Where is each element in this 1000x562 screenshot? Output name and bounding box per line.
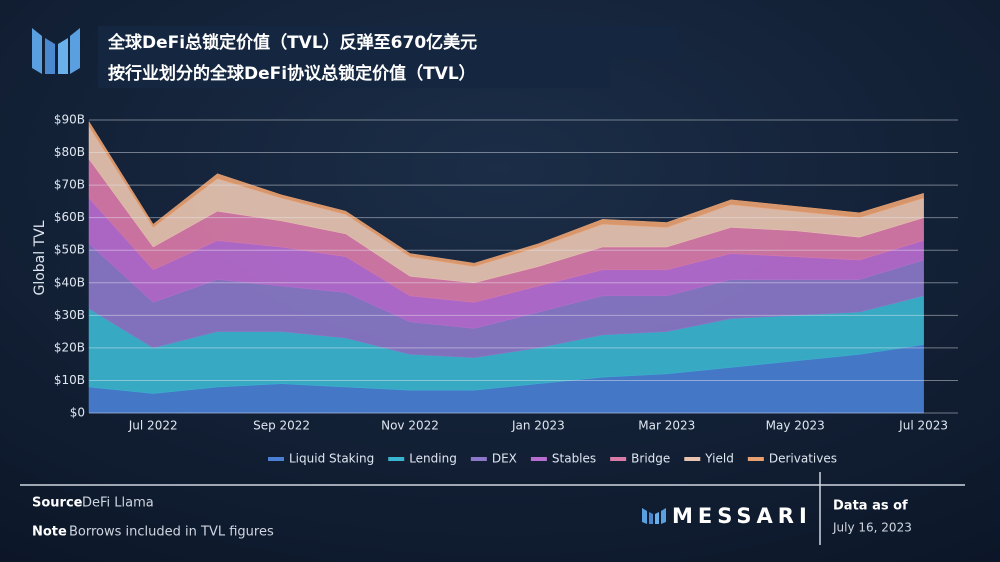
y-tick-label: $10B — [54, 373, 85, 387]
y-tick-label: $80B — [54, 145, 85, 159]
chart-subtitle: 按行业划分的全球DeFi协议总锁定价值（TVL） — [108, 63, 476, 84]
brand: MESSARI — [672, 504, 812, 528]
legend-label: Bridge — [631, 452, 670, 466]
legend-label: DEX — [492, 452, 517, 466]
legend-label: Yield — [704, 452, 734, 466]
y-tick-label: $20B — [54, 340, 85, 354]
x-tick-label: Jul 2022 — [128, 419, 178, 433]
y-tick-label: $40B — [54, 275, 85, 289]
logo — [32, 28, 80, 74]
source-label: Source — [32, 496, 83, 511]
data-as-of: Data as of — [833, 499, 908, 514]
legend-label: Lending — [409, 452, 457, 466]
source: DeFi Llama — [82, 496, 154, 511]
y-tick-label: $70B — [54, 178, 85, 192]
x-tick-label: Mar 2023 — [638, 419, 695, 433]
y-tick-label: $60B — [54, 210, 85, 224]
y-tick-label: $30B — [54, 308, 85, 322]
title-box — [98, 26, 678, 58]
subtitle-box — [98, 58, 610, 88]
x-tick-label: Nov 2022 — [381, 419, 439, 433]
y-tick-label: $90B — [54, 113, 85, 127]
colon: : — [75, 496, 79, 511]
y-axis-label: Global TVL — [32, 220, 48, 295]
x-tick-label: May 2023 — [766, 419, 825, 433]
legend-label: Stables — [552, 452, 596, 466]
x-tick-label: Jan 2023 — [511, 419, 565, 433]
y-tick-label: $50B — [54, 243, 85, 257]
legend-label: Liquid Staking — [289, 452, 374, 466]
chart-title: 全球DeFi总锁定价值（TVL）反弹至670亿美元 — [107, 32, 477, 53]
note: Borrows included in TVL figures — [69, 525, 274, 540]
note-label: Note — [32, 525, 67, 540]
colon: : — [62, 525, 66, 540]
data-date: July 16, 2023 — [832, 521, 912, 535]
legend-label: Derivatives — [769, 452, 837, 466]
x-tick-label: Jul 2023 — [898, 419, 948, 433]
area — [88, 120, 924, 267]
brand-icon — [642, 508, 666, 524]
x-tick-label: Sep 2022 — [253, 419, 310, 433]
y-tick-label: $0 — [70, 406, 85, 420]
